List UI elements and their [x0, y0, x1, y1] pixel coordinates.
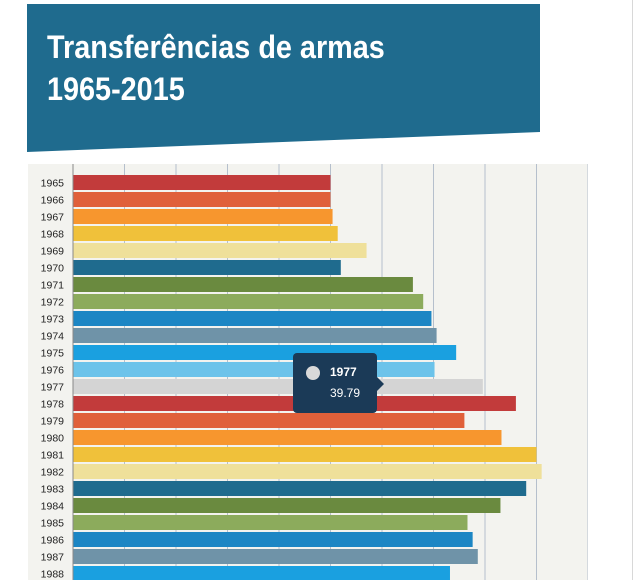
- bar-1981: [73, 447, 537, 462]
- y-tick-label: 1965: [41, 178, 65, 190]
- y-tick-label: 1985: [41, 518, 65, 530]
- bar-1977: [73, 379, 483, 394]
- y-tick-label: 1974: [41, 331, 65, 343]
- bar-1965: [73, 175, 331, 190]
- y-tick-label: 1983: [41, 484, 65, 496]
- bar-1986: [73, 532, 473, 547]
- page-right-rule: [632, 0, 633, 580]
- y-tick-label: 1988: [41, 569, 65, 580]
- bar-1968: [73, 226, 338, 241]
- y-tick-label: 1969: [41, 246, 65, 258]
- bar-1972: [73, 294, 424, 309]
- y-tick-label: 1973: [41, 314, 65, 326]
- y-tick-label: 1976: [41, 365, 65, 377]
- y-tick-label: 1972: [41, 297, 65, 309]
- header-banner: [27, 4, 540, 152]
- bar-1984: [73, 498, 501, 513]
- bar-1967: [73, 209, 333, 224]
- y-tick-label: 1977: [41, 382, 65, 394]
- tooltip-year: 1977: [330, 365, 357, 379]
- y-tick-label: 1980: [41, 433, 65, 445]
- chart-tooltip: 1977 39.79: [293, 353, 384, 413]
- tooltip-value: 39.79: [330, 386, 361, 400]
- title-line-2: 1965-2015: [47, 71, 185, 107]
- bar-1971: [73, 277, 413, 292]
- bar-1970: [73, 260, 341, 275]
- bar-1979: [73, 413, 465, 428]
- bar-1983: [73, 481, 527, 496]
- tooltip-marker-icon: [306, 366, 320, 380]
- y-tick-label: 1968: [41, 229, 65, 241]
- bar-1987: [73, 549, 478, 564]
- bar-1973: [73, 311, 432, 326]
- bar-chart: 1965 1966 1967 1968 1969 1970 1971 1972 1973 1974…: [41, 164, 588, 580]
- y-tick-label: 1981: [41, 450, 65, 462]
- bar-1975: [73, 345, 457, 360]
- bar-1976: [73, 362, 435, 377]
- y-tick-label: 1984: [41, 501, 65, 513]
- bar-1966: [73, 192, 331, 207]
- bar-1974: [73, 328, 437, 343]
- y-tick-label: 1966: [41, 195, 65, 207]
- y-tick-label: 1982: [41, 467, 65, 479]
- title-line-1: Transferências de armas: [47, 29, 385, 65]
- bar-1980: [73, 430, 502, 445]
- bar-1988: [73, 566, 450, 580]
- y-tick-label: 1975: [41, 348, 65, 360]
- y-tick-label: 1987: [41, 552, 65, 564]
- bar-1982: [73, 464, 542, 479]
- tooltip-pointer: [377, 377, 384, 391]
- chart-panel: 1965 1966 1967 1968 1969 1970 1971 1972 1973 1974…: [28, 164, 588, 580]
- y-tick-label: 1970: [41, 263, 65, 275]
- header-banner-shape: [27, 4, 540, 152]
- bar-1985: [73, 515, 468, 530]
- page-title: Transferências de armas 1965-2015: [47, 26, 385, 110]
- y-tick-label: 1979: [41, 416, 65, 428]
- y-tick-label: 1967: [41, 212, 65, 224]
- y-tick-label: 1971: [41, 280, 65, 292]
- bar-1969: [73, 243, 367, 258]
- y-tick-label: 1986: [41, 535, 65, 547]
- y-tick-label: 1978: [41, 399, 65, 411]
